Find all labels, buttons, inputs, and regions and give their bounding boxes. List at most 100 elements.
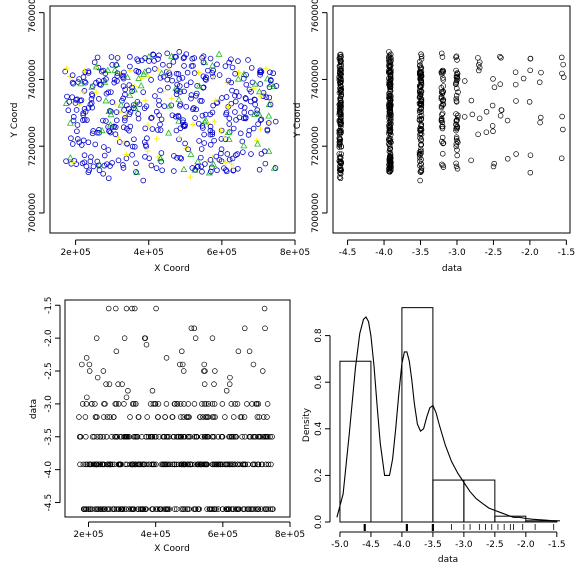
point-circle (228, 100, 234, 107)
data-point (241, 506, 248, 512)
data-point (253, 401, 259, 407)
data-point (93, 506, 100, 512)
data-point (476, 64, 483, 71)
data-point (226, 381, 233, 387)
data-point (265, 461, 272, 468)
data-point (203, 401, 209, 407)
point-circle (159, 167, 165, 174)
data-point (201, 361, 207, 368)
y-tick-label: 0.2 (314, 468, 324, 482)
point-cross (123, 151, 130, 158)
point-circle (218, 150, 224, 157)
data-point (119, 381, 125, 387)
data-point (105, 305, 112, 312)
data-point (438, 104, 445, 111)
point-circle (179, 75, 186, 81)
data-point (559, 54, 565, 61)
point-circle (190, 63, 196, 69)
point-circle (226, 156, 233, 163)
data-point (179, 348, 185, 355)
point-circle (82, 108, 89, 115)
data-point (453, 72, 460, 78)
point-circle (69, 79, 76, 86)
data-point (504, 156, 511, 162)
data-point (416, 101, 423, 107)
data-point (338, 111, 344, 118)
data-point (249, 401, 255, 407)
data-point (122, 434, 129, 440)
point-circle (85, 139, 92, 146)
point-triangle (62, 99, 70, 106)
data-point (416, 69, 423, 75)
point-triangle (251, 80, 259, 87)
point-circle (175, 114, 182, 120)
data-point (336, 136, 343, 143)
point-circle (75, 136, 81, 142)
data-point (229, 434, 235, 440)
data-point (212, 414, 218, 420)
point-circle (142, 125, 149, 132)
data-point (113, 348, 120, 355)
data-point (476, 115, 483, 122)
data-point (475, 55, 481, 61)
point-circle (257, 69, 264, 76)
data-point (438, 89, 445, 95)
point-circle (158, 116, 165, 123)
point-circle (156, 52, 162, 59)
point-circle (257, 117, 264, 123)
point-circle (169, 77, 175, 84)
data-point (560, 74, 567, 80)
point-triangle (77, 80, 85, 87)
point-circle (242, 115, 249, 122)
point-circle (65, 107, 72, 114)
data-point (97, 506, 104, 512)
point-circle (193, 106, 199, 113)
data-point (440, 140, 446, 147)
point-triangle (195, 82, 203, 89)
data-point (209, 414, 216, 420)
point-circle (230, 125, 237, 132)
point-circle (267, 101, 274, 108)
point-circle (245, 132, 252, 138)
data-point (337, 138, 343, 145)
data-point (209, 335, 216, 341)
point-circle (266, 94, 273, 101)
data-point (211, 506, 217, 512)
point-circle (152, 66, 158, 72)
data-point (440, 97, 446, 104)
point-circle (73, 107, 80, 113)
point-circle (180, 55, 187, 62)
point-triangle (202, 117, 210, 124)
data-point (173, 506, 180, 512)
data-point (386, 135, 393, 141)
point-circle (129, 143, 136, 150)
x-axis-label: data (442, 264, 462, 274)
data-point (386, 113, 392, 119)
point-circle (80, 74, 87, 80)
point-circle (214, 61, 220, 68)
data-point (237, 414, 244, 420)
point-cross (154, 136, 160, 142)
data-point (417, 83, 424, 89)
data-point (537, 119, 543, 126)
point-cross (212, 97, 219, 104)
point-circle (198, 146, 205, 152)
point-circle (88, 154, 94, 160)
point-circle (148, 115, 154, 121)
point-circle (120, 124, 127, 131)
data-point (181, 401, 187, 407)
data-point (104, 414, 111, 420)
data-point (113, 305, 119, 312)
data-point (77, 461, 83, 468)
point-circle (248, 65, 255, 71)
density-curve (336, 316, 560, 522)
data-point (263, 506, 269, 512)
point-triangle (131, 104, 139, 112)
point-circle (85, 169, 92, 176)
data-point (182, 461, 189, 468)
data-point (141, 335, 148, 341)
data-point (454, 166, 461, 172)
point-circle (70, 80, 77, 87)
data-point (337, 158, 344, 165)
data-point (527, 67, 533, 74)
